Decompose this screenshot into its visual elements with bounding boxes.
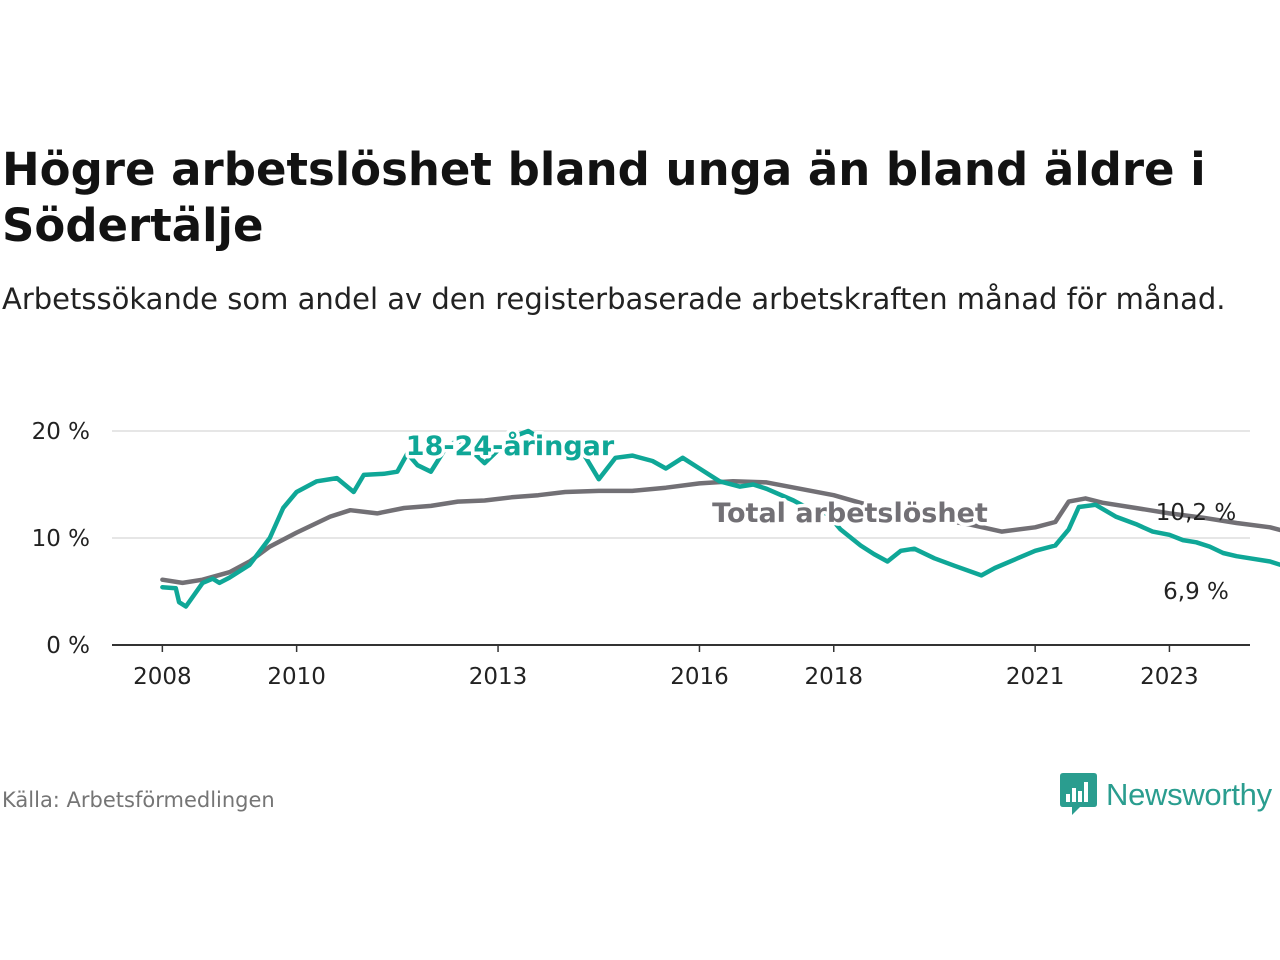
x-tick-label: 2016 — [670, 664, 729, 690]
series-line-total — [160, 479, 1280, 586]
series-lines — [160, 428, 1280, 609]
end-value-label-total: 10,2 % — [1156, 500, 1236, 526]
x-tick-label: 2018 — [804, 664, 863, 690]
end-value-label-youth: 6,9 % — [1163, 579, 1229, 605]
x-axis-ticks: 2008 2010 2013 2016 2018 2021 2023 — [133, 645, 1199, 690]
chart-subtitle: Arbetssökande som andel av den registerb… — [2, 282, 1226, 316]
newsworthy-logo-icon — [1060, 773, 1097, 815]
y-axis-ticks: 0 % 10 % 20 % — [32, 419, 90, 659]
series-label-total: Total arbetslöshet — [712, 498, 988, 529]
x-tick-label: 2013 — [469, 664, 528, 690]
chart-title: Högre arbetslöshet bland unga än bland ä… — [2, 143, 1206, 252]
x-tick-label: 2008 — [133, 664, 192, 690]
series-labels: 18-24-åringar Total arbetslöshet 10,2 % 6,9… — [402, 427, 1236, 606]
brand-name: Newsworthy — [1106, 777, 1272, 812]
x-tick-label: 2010 — [267, 664, 326, 690]
y-tick-label: 10 % — [32, 526, 90, 552]
series-label-youth: 18-24-åringar — [406, 430, 615, 462]
x-tick-label: 2023 — [1140, 664, 1199, 690]
y-tick-label: 0 % — [46, 633, 90, 659]
x-tick-label: 2021 — [1006, 664, 1065, 690]
source-note: Källa: Arbetsförmedlingen — [2, 788, 275, 812]
y-tick-label: 20 % — [32, 419, 90, 445]
line-chart: 0 % 10 % 20 % 2008 2010 2013 2016 2018 2021 2023… — [32, 419, 1280, 690]
series-line-youth — [160, 428, 1280, 609]
brand-logo: Newsworthy — [1058, 772, 1272, 818]
